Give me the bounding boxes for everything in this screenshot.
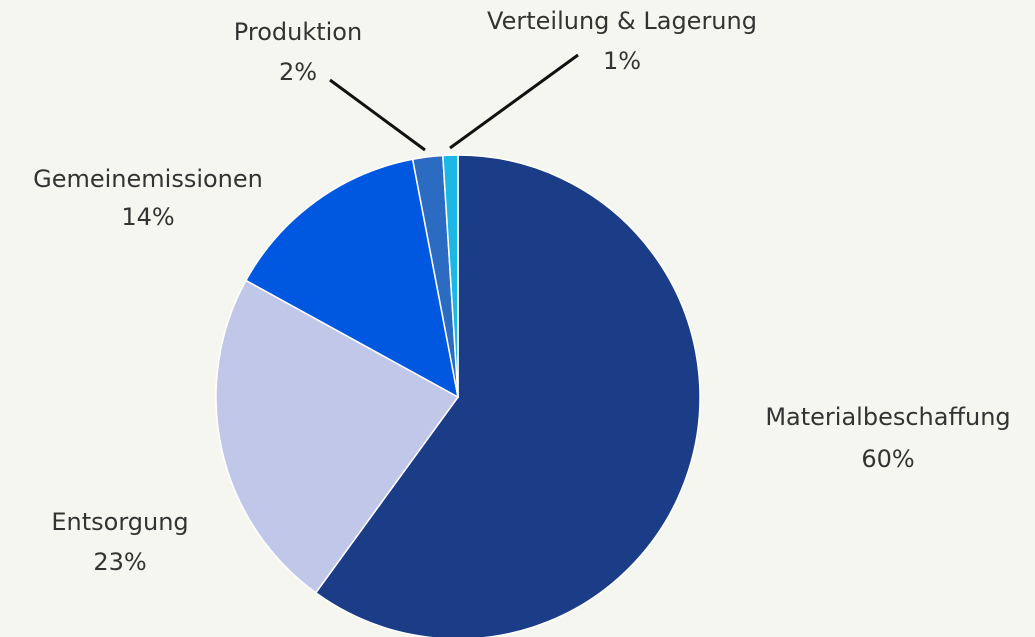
slice-value-label: 23%: [93, 548, 146, 576]
pie-slice: [314, 154, 701, 637]
pie-slice: [442, 154, 459, 398]
slice-label: Materialbeschaffung: [765, 403, 1010, 431]
leader-line: [449, 53, 579, 150]
slice-value-label: 14%: [121, 203, 174, 231]
slice-label: Entsorgung: [51, 508, 188, 536]
slice-label: Verteilung & Lagerung: [487, 7, 757, 35]
pie-slice: [244, 158, 460, 399]
leader-line: [329, 78, 426, 152]
pie-slice: [215, 279, 460, 594]
slice-label: Gemeinemissionen: [33, 165, 263, 193]
slice-value-label: 60%: [861, 445, 914, 473]
slice-label: Produktion: [234, 18, 362, 46]
slice-value-label: 1%: [603, 47, 641, 75]
slice-value-label: 2%: [279, 58, 317, 86]
